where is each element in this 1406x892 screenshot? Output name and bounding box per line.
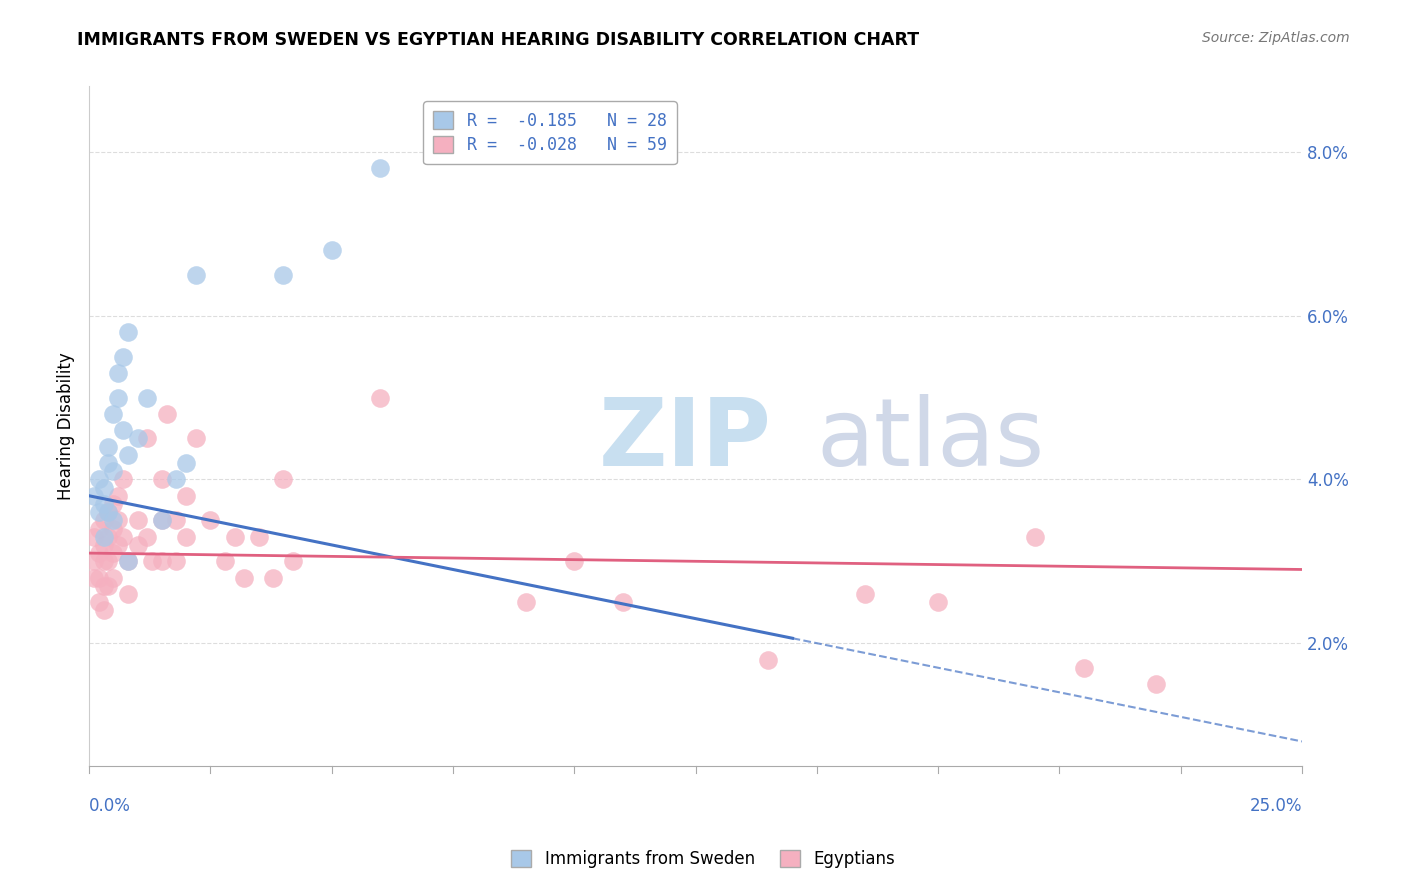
Point <box>97 440 120 454</box>
Point <box>150 554 173 568</box>
Point <box>112 350 135 364</box>
Point <box>174 489 197 503</box>
Point <box>281 554 304 568</box>
Point <box>233 571 256 585</box>
Point <box>112 423 135 437</box>
Text: ZIP: ZIP <box>599 393 772 486</box>
Point <box>262 571 284 585</box>
Point <box>93 513 115 527</box>
Point <box>97 530 120 544</box>
Point <box>127 513 149 527</box>
Point <box>368 391 391 405</box>
Point <box>150 513 173 527</box>
Point <box>127 538 149 552</box>
Point <box>141 554 163 568</box>
Y-axis label: Hearing Disability: Hearing Disability <box>58 352 75 500</box>
Legend: Immigrants from Sweden, Egyptians: Immigrants from Sweden, Egyptians <box>505 843 901 875</box>
Point <box>103 513 125 527</box>
Point <box>756 652 779 666</box>
Point <box>103 464 125 478</box>
Point <box>150 513 173 527</box>
Text: atlas: atlas <box>817 393 1045 486</box>
Point <box>136 530 159 544</box>
Point <box>117 554 139 568</box>
Point <box>174 456 197 470</box>
Point <box>117 448 139 462</box>
Point <box>93 579 115 593</box>
Point <box>1024 530 1046 544</box>
Point <box>93 481 115 495</box>
Point <box>107 366 129 380</box>
Text: Source: ZipAtlas.com: Source: ZipAtlas.com <box>1202 31 1350 45</box>
Point <box>165 472 187 486</box>
Point <box>321 243 343 257</box>
Point <box>247 530 270 544</box>
Point <box>87 472 110 486</box>
Point <box>103 522 125 536</box>
Point <box>97 579 120 593</box>
Point <box>97 554 120 568</box>
Point <box>97 505 120 519</box>
Point <box>184 268 207 282</box>
Text: 0.0%: 0.0% <box>89 797 131 814</box>
Point <box>93 554 115 568</box>
Point <box>87 546 110 560</box>
Point <box>93 603 115 617</box>
Point <box>83 554 105 568</box>
Point <box>97 505 120 519</box>
Point <box>271 472 294 486</box>
Point <box>927 595 949 609</box>
Point <box>165 554 187 568</box>
Point <box>174 530 197 544</box>
Point <box>117 325 139 339</box>
Legend: R =  -0.185   N = 28, R =  -0.028   N = 59: R = -0.185 N = 28, R = -0.028 N = 59 <box>423 102 676 164</box>
Point <box>853 587 876 601</box>
Point <box>97 456 120 470</box>
Text: IMMIGRANTS FROM SWEDEN VS EGYPTIAN HEARING DISABILITY CORRELATION CHART: IMMIGRANTS FROM SWEDEN VS EGYPTIAN HEARI… <box>77 31 920 49</box>
Point <box>1144 677 1167 691</box>
Point <box>83 571 105 585</box>
Point <box>103 497 125 511</box>
Text: 25.0%: 25.0% <box>1250 797 1302 814</box>
Point <box>107 513 129 527</box>
Point <box>117 554 139 568</box>
Point <box>107 489 129 503</box>
Point <box>271 268 294 282</box>
Point <box>136 432 159 446</box>
Point <box>136 391 159 405</box>
Point <box>87 595 110 609</box>
Point <box>103 407 125 421</box>
Point <box>156 407 179 421</box>
Point <box>93 538 115 552</box>
Point <box>515 595 537 609</box>
Point <box>214 554 236 568</box>
Point <box>165 513 187 527</box>
Point <box>87 505 110 519</box>
Point <box>93 530 115 544</box>
Point <box>612 595 634 609</box>
Point <box>87 522 110 536</box>
Point <box>150 472 173 486</box>
Point <box>103 546 125 560</box>
Point <box>224 530 246 544</box>
Point <box>127 432 149 446</box>
Point <box>83 489 105 503</box>
Point <box>200 513 222 527</box>
Point <box>368 161 391 176</box>
Point <box>562 554 585 568</box>
Point <box>117 587 139 601</box>
Point <box>107 538 129 552</box>
Point <box>83 530 105 544</box>
Point <box>87 571 110 585</box>
Point <box>103 571 125 585</box>
Point <box>107 391 129 405</box>
Point <box>184 432 207 446</box>
Point <box>1073 661 1095 675</box>
Point <box>93 497 115 511</box>
Point <box>112 472 135 486</box>
Point <box>112 530 135 544</box>
